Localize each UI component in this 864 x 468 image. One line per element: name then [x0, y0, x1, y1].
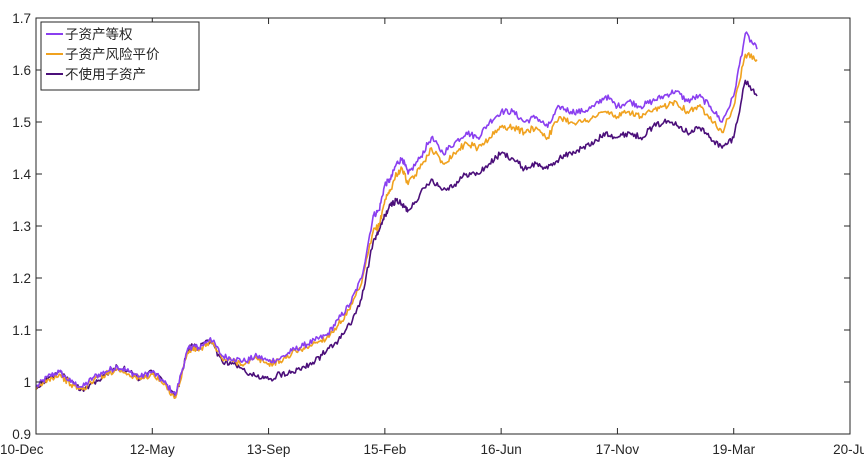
- legend-item-0: 子资产等权: [46, 26, 133, 43]
- legend-label: 子资产风险平价: [65, 47, 160, 63]
- y-tick-label: 1.2: [12, 271, 31, 286]
- legend-label: 子资产等权: [65, 26, 133, 43]
- series-layer: [35, 31, 758, 399]
- series-line-1: [35, 52, 758, 399]
- x-tick-label: 19-Mar: [712, 442, 755, 457]
- plot-frame: [35, 17, 851, 435]
- legend-item-2: 不使用子资产: [46, 66, 146, 83]
- legend-box: [40, 21, 200, 91]
- y-tick-label: 1.3: [12, 219, 31, 234]
- series-line-0: [35, 31, 758, 396]
- y-tick-label: 1.6: [12, 63, 31, 78]
- x-tick-label: 13-Sep: [247, 442, 291, 457]
- legend-label: 不使用子资产: [65, 66, 146, 83]
- y-tick-label: 1.1: [12, 323, 31, 338]
- y-tick-label: 1.4: [12, 167, 31, 182]
- x-tick-label: 15-Feb: [363, 442, 406, 457]
- x-tick-label: 12-May: [130, 442, 175, 457]
- x-tick-label: 20-Ju: [833, 442, 864, 457]
- x-tick-label: 10-Dec: [0, 442, 44, 457]
- y-tick-label: 1: [23, 375, 31, 390]
- y-tick-label: 0.9: [12, 427, 31, 442]
- x-tick-label: 16-Jun: [481, 442, 522, 457]
- y-tick-label: 1.7: [12, 11, 31, 26]
- legend-item-1: 子资产风险平价: [46, 47, 160, 63]
- y-tick-label: 1.5: [12, 115, 31, 130]
- tick-layer: 0.9 1 1.1 1.2 1.3 1.4 1.5 1.6 1.7 10-Dec 12-May 13-…: [0, 11, 864, 457]
- x-tick-label: 17-Nov: [596, 442, 640, 457]
